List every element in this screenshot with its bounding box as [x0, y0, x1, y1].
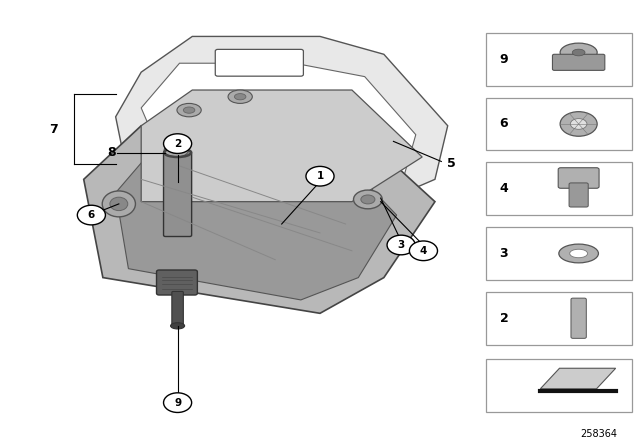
Text: 258364: 258364	[580, 429, 617, 439]
Text: 2: 2	[500, 312, 508, 325]
Circle shape	[387, 235, 415, 255]
Text: 4: 4	[420, 246, 427, 256]
FancyBboxPatch shape	[486, 162, 632, 215]
Text: 3: 3	[397, 240, 404, 250]
Ellipse shape	[102, 191, 136, 217]
Text: 7: 7	[49, 123, 58, 136]
Circle shape	[164, 393, 191, 413]
Ellipse shape	[560, 43, 597, 62]
Ellipse shape	[171, 323, 184, 329]
FancyBboxPatch shape	[486, 359, 632, 412]
Circle shape	[410, 241, 438, 261]
FancyBboxPatch shape	[486, 292, 632, 345]
Ellipse shape	[234, 94, 246, 100]
Text: 4: 4	[500, 182, 508, 195]
Ellipse shape	[353, 190, 382, 209]
Text: 6: 6	[500, 117, 508, 130]
FancyBboxPatch shape	[164, 151, 191, 237]
Polygon shape	[141, 90, 422, 202]
Ellipse shape	[570, 119, 587, 129]
Ellipse shape	[183, 107, 195, 113]
FancyBboxPatch shape	[571, 298, 586, 338]
FancyBboxPatch shape	[558, 168, 599, 188]
Text: 6: 6	[88, 210, 95, 220]
FancyBboxPatch shape	[486, 98, 632, 151]
Ellipse shape	[228, 90, 252, 103]
Ellipse shape	[110, 197, 128, 211]
FancyBboxPatch shape	[569, 183, 588, 207]
Text: 3: 3	[500, 247, 508, 260]
Ellipse shape	[164, 144, 188, 157]
FancyBboxPatch shape	[215, 49, 303, 76]
FancyBboxPatch shape	[157, 270, 197, 295]
Circle shape	[164, 134, 191, 153]
Ellipse shape	[572, 49, 585, 56]
Ellipse shape	[559, 244, 598, 263]
Circle shape	[306, 166, 334, 186]
Ellipse shape	[177, 103, 201, 117]
Text: 2: 2	[174, 138, 181, 149]
Polygon shape	[116, 36, 448, 215]
FancyBboxPatch shape	[486, 227, 632, 280]
Text: 9: 9	[174, 398, 181, 408]
Ellipse shape	[560, 112, 597, 136]
Polygon shape	[141, 63, 416, 197]
FancyBboxPatch shape	[172, 292, 183, 325]
Text: 1: 1	[316, 171, 324, 181]
Text: 8: 8	[107, 146, 115, 159]
FancyBboxPatch shape	[486, 33, 632, 86]
Polygon shape	[116, 148, 397, 300]
FancyBboxPatch shape	[552, 54, 605, 70]
Ellipse shape	[361, 195, 375, 204]
Text: 5: 5	[447, 157, 455, 170]
Ellipse shape	[570, 249, 588, 258]
Circle shape	[77, 205, 106, 225]
Text: 9: 9	[500, 53, 508, 66]
Ellipse shape	[171, 147, 182, 153]
Polygon shape	[540, 368, 616, 389]
Polygon shape	[84, 126, 435, 313]
